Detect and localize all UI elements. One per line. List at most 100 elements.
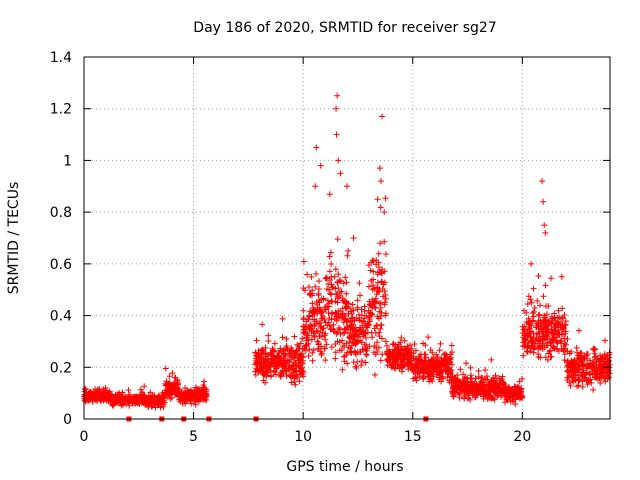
data-point [589, 360, 596, 367]
data-point [386, 352, 393, 359]
data-point [548, 275, 555, 282]
data-point [428, 360, 435, 367]
data-point [450, 382, 457, 389]
data-point [162, 380, 169, 387]
data-point [322, 306, 329, 313]
data-point [322, 336, 329, 343]
data-point [269, 355, 276, 362]
data-point [179, 391, 186, 398]
data-point [323, 275, 330, 282]
data-point [544, 342, 551, 349]
data-point [166, 373, 173, 380]
data-point [125, 393, 132, 400]
y-tick-label: 1.2 [50, 102, 72, 118]
data-point [137, 386, 144, 393]
data-point [293, 363, 300, 370]
data-point [475, 385, 482, 392]
data-point [542, 326, 549, 333]
data-point [299, 335, 306, 342]
data-point [404, 343, 411, 350]
data-point [602, 337, 609, 344]
data-point [412, 374, 419, 381]
data-point [592, 346, 599, 353]
data-point [273, 353, 280, 360]
data-point [362, 324, 369, 331]
data-point [479, 374, 486, 381]
data-point [168, 386, 175, 393]
data-point [126, 402, 133, 409]
data-point [314, 338, 321, 345]
data-point [541, 222, 548, 229]
data-point [163, 378, 170, 385]
data-point [333, 313, 340, 320]
data-point [518, 394, 525, 401]
data-point [293, 371, 300, 378]
data-point [542, 354, 549, 361]
data-point [346, 322, 353, 329]
data-point [155, 392, 162, 399]
data-point [562, 341, 569, 348]
data-point [412, 355, 419, 362]
data-point [374, 279, 381, 286]
data-point [449, 377, 456, 384]
data-point [344, 317, 351, 324]
data-point [308, 273, 315, 280]
data-point [201, 378, 208, 385]
data-point [347, 308, 354, 315]
data-point [340, 280, 347, 287]
data-point [552, 317, 559, 324]
data-point [365, 283, 372, 290]
data-point [367, 267, 374, 274]
data-point [514, 393, 521, 400]
data-point [306, 346, 313, 353]
data-point [344, 252, 351, 259]
data-point [419, 358, 426, 365]
data-point [581, 361, 588, 368]
data-points [81, 92, 613, 422]
data-point [547, 319, 554, 326]
data-point [537, 337, 544, 344]
data-point [321, 345, 328, 352]
data-point [285, 365, 292, 372]
data-point [375, 329, 382, 336]
data-point [305, 353, 312, 360]
data-point [488, 356, 495, 363]
data-point [482, 376, 489, 383]
data-point [573, 383, 580, 390]
data-point [564, 357, 571, 364]
data-point [350, 359, 357, 366]
data-point [329, 309, 336, 316]
data-point [592, 366, 599, 373]
data-point [138, 391, 145, 398]
data-point [366, 318, 373, 325]
data-point [417, 367, 424, 374]
data-point [328, 261, 335, 268]
data-point [436, 347, 443, 354]
data-point [325, 281, 332, 288]
data-point [252, 350, 259, 357]
data-point [392, 342, 399, 349]
data-point [374, 322, 381, 329]
data-point [406, 349, 413, 356]
data-point [373, 261, 380, 268]
data-point [273, 364, 280, 371]
data-point [315, 292, 322, 299]
data-point [358, 358, 365, 365]
data-point [174, 378, 181, 385]
data-point [445, 370, 452, 377]
data-point [334, 278, 341, 285]
data-point [346, 348, 353, 355]
data-point [370, 268, 377, 275]
data-point [339, 310, 346, 317]
data-point [450, 376, 457, 383]
x-tick-label: 15 [404, 429, 422, 445]
data-point [305, 284, 312, 291]
data-point [528, 343, 535, 350]
data-point [461, 374, 468, 381]
data-point [540, 293, 547, 300]
data-point [265, 332, 272, 339]
data-point [584, 381, 591, 388]
data-point [377, 178, 384, 185]
data-point [200, 382, 207, 389]
data-point [326, 268, 333, 275]
